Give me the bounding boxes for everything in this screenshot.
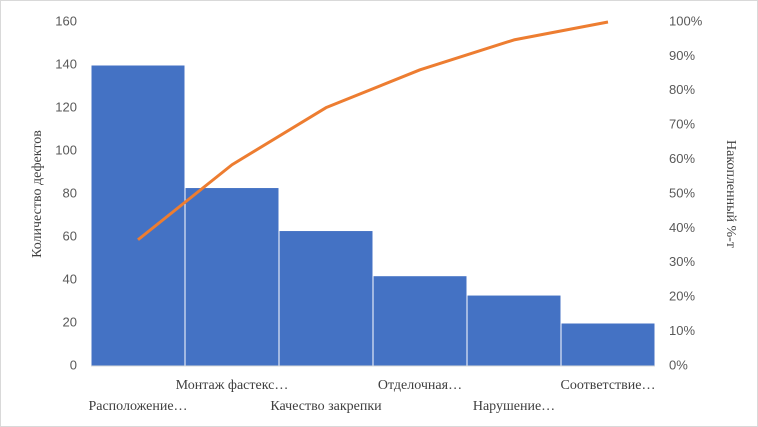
y2-tick-label: 20%: [669, 289, 695, 304]
x-tick-label: Нарушение…: [473, 399, 555, 414]
bar: [560, 322, 656, 367]
x-tick-label: Соответствие…: [561, 378, 656, 393]
y2-tick-label: 100%: [669, 13, 703, 28]
y2-tick-label: 90%: [669, 48, 695, 63]
y-tick-label: 160: [55, 13, 77, 28]
y2-tick-label: 50%: [669, 185, 695, 200]
y2-tick-label: 30%: [669, 254, 695, 269]
bar: [90, 64, 186, 367]
x-tick-label: Отделочная…: [378, 378, 462, 393]
x-tick-label: Расположение…: [88, 399, 187, 414]
y2-tick-label: 40%: [669, 220, 695, 235]
bar: [372, 275, 468, 367]
y2-tick-label: 80%: [669, 82, 695, 97]
cumulative-line: [137, 20, 609, 241]
y2-tick-label: 70%: [669, 117, 695, 132]
y-axis-title: Количество дефектов: [30, 130, 45, 258]
y-tick-label: 140: [55, 56, 77, 71]
y2-tick-label: 60%: [669, 151, 695, 166]
bar: [184, 187, 280, 367]
y-tick-label: 20: [63, 314, 77, 329]
bar: [278, 230, 374, 367]
y-tick-label: 80: [63, 185, 77, 200]
y-tick-label: 120: [55, 99, 77, 114]
y2-tick-label: 10%: [669, 323, 695, 338]
y-tick-label: 100: [55, 142, 77, 157]
y-tick-label: 40: [63, 271, 77, 286]
y-tick-label: 0: [70, 357, 77, 372]
x-tick-label: Монтаж фастекс…: [176, 378, 289, 393]
y-tick-label: 60: [63, 228, 77, 243]
x-tick-label: Качество закрепки: [270, 399, 382, 414]
y2-tick-label: 0%: [669, 357, 688, 372]
bar: [466, 294, 562, 367]
y2-axis-title: Накопленный %-т: [723, 140, 738, 248]
